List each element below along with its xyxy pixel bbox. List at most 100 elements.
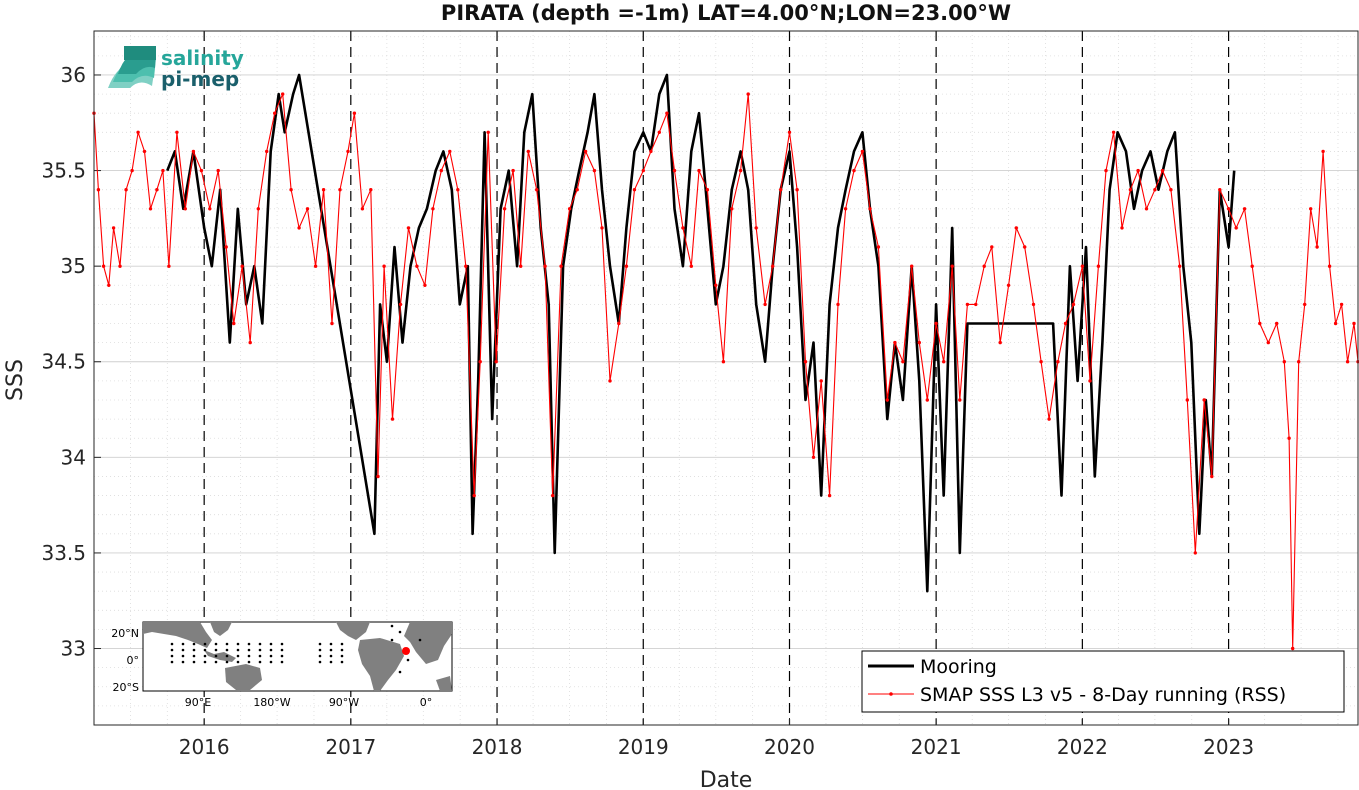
smap-data-point bbox=[1315, 245, 1319, 249]
smap-data-point bbox=[96, 188, 101, 192]
x-tick-label: 2019 bbox=[618, 735, 669, 759]
inset-mooring-dot bbox=[340, 654, 344, 658]
inset-mooring-dot bbox=[318, 660, 322, 664]
plot-background bbox=[94, 31, 1358, 725]
smap-data-point bbox=[583, 149, 588, 154]
smap-data-point bbox=[1088, 379, 1092, 383]
smap-data-point bbox=[1080, 264, 1085, 268]
inset-mooring-dot bbox=[236, 660, 240, 664]
inset-mooring-dot bbox=[247, 642, 251, 646]
logo-line-2: pi-mep bbox=[161, 67, 239, 91]
smap-data-point bbox=[1144, 207, 1149, 211]
inset-mooring-dot bbox=[225, 660, 229, 664]
smap-data-point bbox=[183, 207, 187, 211]
smap-data-point bbox=[649, 149, 653, 154]
x-tick-label: 2021 bbox=[911, 735, 962, 759]
inset-mooring-dot bbox=[181, 648, 185, 652]
chart-title: PIRATA (depth =-1m) LAT=4.00°N;LON=23.00… bbox=[441, 1, 1011, 25]
inset-y-label-20n: 20°N bbox=[111, 627, 139, 640]
inset-mooring-dot bbox=[340, 642, 344, 646]
y-tick-label: 33.5 bbox=[41, 541, 86, 565]
smap-data-point bbox=[232, 321, 236, 326]
logo-line-1: salinity bbox=[161, 46, 244, 70]
smap-data-point bbox=[754, 226, 758, 230]
inset-mooring-dot bbox=[203, 654, 207, 658]
smap-data-point bbox=[240, 264, 244, 268]
inset-mooring-dot bbox=[214, 642, 218, 646]
smap-data-point bbox=[689, 264, 693, 268]
smap-data-point bbox=[256, 207, 260, 211]
smap-data-point bbox=[199, 168, 204, 173]
smap-data-point bbox=[216, 168, 220, 173]
smap-data-point bbox=[1193, 551, 1198, 555]
smap-data-point bbox=[827, 493, 832, 498]
inset-mooring-dot bbox=[203, 648, 207, 652]
smap-data-point bbox=[950, 264, 954, 268]
smap-data-point bbox=[1169, 188, 1173, 192]
x-tick-label: 2017 bbox=[325, 735, 376, 759]
smap-data-point bbox=[779, 188, 783, 192]
smap-data-point bbox=[1047, 417, 1051, 421]
inset-mooring-dot bbox=[225, 642, 229, 646]
smap-data-point bbox=[1210, 474, 1214, 479]
smap-data-point bbox=[917, 340, 921, 345]
smap-data-point bbox=[641, 168, 645, 173]
smap-data-point bbox=[1282, 360, 1287, 364]
inset-mooring-dot bbox=[398, 670, 402, 674]
y-tick-label: 34.5 bbox=[41, 350, 86, 374]
smap-data-point bbox=[600, 226, 604, 230]
smap-data-point bbox=[843, 207, 848, 211]
x-tick-label: 2018 bbox=[472, 735, 523, 759]
smap-data-point bbox=[431, 207, 435, 211]
smap-data-point bbox=[811, 455, 816, 459]
inset-mooring-dot bbox=[280, 660, 284, 664]
smap-data-point bbox=[1309, 207, 1313, 211]
smap-data-point bbox=[1039, 360, 1043, 364]
inset-y-label-20s: 20°S bbox=[113, 681, 139, 694]
smap-data-point bbox=[1031, 302, 1036, 307]
smap-data-point bbox=[1226, 207, 1231, 211]
inset-mooring-dot bbox=[318, 648, 322, 652]
smap-data-point bbox=[1242, 207, 1247, 211]
smap-data-point bbox=[313, 264, 318, 268]
inset-mooring-dot bbox=[225, 654, 229, 658]
inset-mooring-dot bbox=[225, 648, 229, 652]
smap-data-point bbox=[1234, 226, 1238, 230]
smap-data-point bbox=[1250, 264, 1254, 268]
smap-data-point bbox=[868, 207, 872, 211]
smap-data-point bbox=[142, 149, 147, 154]
inset-mooring-dot bbox=[280, 642, 284, 646]
series-line-mooring bbox=[166, 73, 1236, 593]
inset-mooring-dot bbox=[192, 642, 196, 646]
inset-mooring-dot bbox=[214, 648, 218, 652]
smap-data-point bbox=[738, 168, 743, 173]
inset-mooring-dot bbox=[247, 660, 251, 664]
inset-mooring-dot bbox=[181, 642, 185, 646]
salinity-pi-mep-logo: salinity pi-mep bbox=[108, 46, 244, 91]
smap-data-point bbox=[1096, 264, 1101, 268]
inset-mooring-dot bbox=[258, 642, 262, 646]
smap-data-point bbox=[1327, 264, 1332, 268]
x-tick-label: 2023 bbox=[1203, 735, 1254, 759]
legend-satellite-label: SMAP SSS L3 v5 - 8-Day running (RSS) bbox=[920, 684, 1286, 706]
y-tick-label: 35.5 bbox=[41, 159, 86, 183]
smap-data-point bbox=[107, 283, 111, 287]
inset-mooring-dots bbox=[170, 624, 422, 674]
smap-data-point bbox=[1291, 646, 1295, 651]
inset-location-map: 20°N 0° 20°S 90°E 180°W 90°W 0° bbox=[111, 621, 453, 709]
smap-data-point bbox=[657, 130, 661, 134]
inset-mooring-dot bbox=[269, 648, 273, 652]
x-axis-label: Date bbox=[700, 768, 753, 790]
smap-data-point bbox=[982, 264, 986, 268]
inset-mooring-dot bbox=[258, 648, 262, 652]
inset-location-marker bbox=[402, 647, 410, 655]
inset-mooring-dot bbox=[418, 638, 422, 642]
smap-data-point bbox=[526, 149, 530, 154]
smap-data-point bbox=[464, 264, 468, 268]
smap-data-point bbox=[456, 188, 460, 192]
smap-data-point bbox=[390, 417, 395, 421]
inset-mooring-dot bbox=[340, 660, 344, 664]
smap-data-point bbox=[998, 340, 1002, 345]
smap-data-point bbox=[1136, 168, 1140, 173]
